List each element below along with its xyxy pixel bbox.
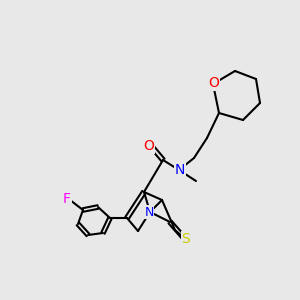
- Text: O: O: [144, 139, 154, 153]
- Text: F: F: [63, 192, 71, 206]
- Text: S: S: [182, 232, 190, 246]
- Text: N: N: [144, 206, 154, 218]
- Text: N: N: [175, 163, 185, 177]
- Text: O: O: [208, 76, 219, 90]
